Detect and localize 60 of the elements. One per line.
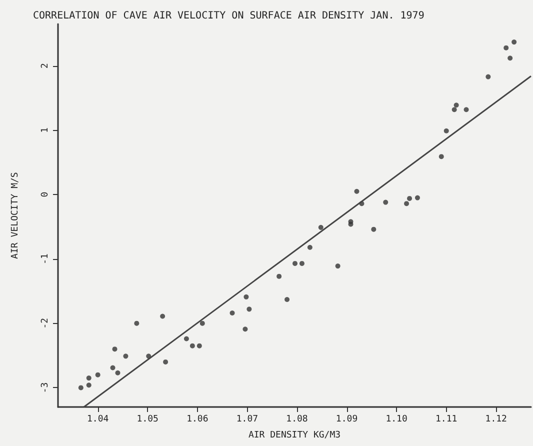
y-tick-label: -2 [40, 318, 50, 329]
y-tick-label: 0 [40, 192, 50, 198]
x-tick-label: 1.12 [485, 414, 507, 424]
point [348, 222, 354, 227]
point [383, 200, 388, 205]
point [504, 45, 509, 50]
point [454, 102, 459, 108]
y-tick-label: -1 [40, 254, 50, 264]
point [123, 354, 128, 359]
point [508, 56, 513, 61]
point [110, 365, 116, 370]
point [371, 226, 376, 232]
point [190, 343, 195, 348]
x-tick-label: 1.06 [186, 414, 208, 424]
x-tick-label: 1.11 [436, 414, 458, 424]
chart-title: CORRELATION OF CAVE AIR VELOCITY ON SURFACE AIR DENSITY JAN. 1979 [33, 10, 424, 22]
point [464, 107, 469, 112]
x-tick-label: 1.08 [286, 414, 308, 424]
point [86, 382, 92, 388]
point [112, 346, 118, 352]
point [163, 359, 168, 364]
point [486, 74, 491, 80]
y-tick-label: 2 [40, 63, 50, 69]
y-axis-title: AIR VELOCITY M/S [10, 172, 20, 259]
point [404, 201, 410, 206]
point [196, 343, 202, 348]
point [512, 40, 517, 45]
point [160, 314, 166, 319]
point [115, 370, 120, 376]
point [407, 196, 412, 201]
point [86, 376, 92, 381]
point [354, 188, 360, 194]
point [414, 195, 420, 200]
point [335, 264, 340, 269]
point [438, 154, 444, 160]
y-tick-label: 1 [40, 128, 50, 133]
point [242, 326, 248, 332]
point [246, 306, 252, 312]
point [184, 336, 189, 342]
point [444, 128, 449, 134]
x-tick-label: 1.09 [336, 414, 358, 424]
point [230, 310, 235, 316]
point [452, 107, 457, 112]
point [78, 385, 84, 390]
y-tick-label: -3 [40, 382, 50, 394]
x-tick-label: 1.05 [136, 414, 158, 424]
x-tick-label: 1.04 [86, 414, 109, 424]
point [318, 224, 324, 230]
point [307, 244, 312, 250]
point [299, 260, 304, 266]
point [284, 297, 290, 302]
x-tick-label: 1.10 [386, 414, 408, 424]
x-axis-title: AIR DENSITY KG/M3 [248, 430, 341, 440]
point [134, 320, 140, 326]
point [292, 260, 298, 266]
point [244, 294, 249, 300]
point [276, 274, 282, 279]
point [200, 320, 205, 326]
x-tick-label: 1.07 [236, 414, 258, 424]
point [95, 372, 100, 378]
